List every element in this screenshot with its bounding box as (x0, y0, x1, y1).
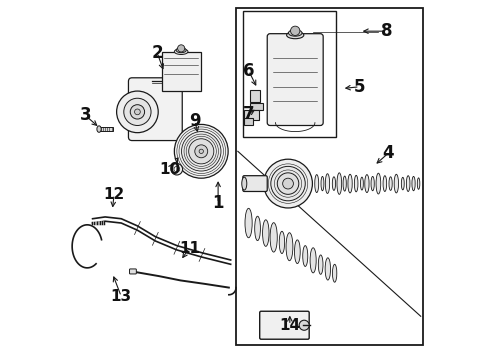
Circle shape (181, 132, 221, 171)
FancyBboxPatch shape (162, 52, 201, 91)
Ellipse shape (310, 248, 316, 273)
FancyBboxPatch shape (244, 118, 253, 125)
Text: 3: 3 (79, 107, 91, 125)
Text: 9: 9 (189, 112, 200, 130)
Ellipse shape (417, 178, 420, 189)
FancyBboxPatch shape (267, 34, 323, 126)
Bar (243, 12, 337, 137)
Ellipse shape (394, 174, 398, 193)
Circle shape (130, 105, 145, 119)
Bar (100, 127, 113, 131)
Text: 11: 11 (179, 240, 200, 256)
Ellipse shape (287, 32, 304, 39)
Circle shape (199, 149, 203, 153)
Circle shape (195, 145, 208, 158)
Ellipse shape (303, 246, 308, 266)
Circle shape (171, 163, 183, 175)
Circle shape (283, 178, 294, 189)
FancyBboxPatch shape (244, 111, 259, 120)
Ellipse shape (97, 126, 101, 132)
Ellipse shape (325, 258, 331, 280)
Ellipse shape (343, 176, 346, 191)
Ellipse shape (337, 173, 342, 194)
Circle shape (271, 166, 305, 201)
Circle shape (277, 173, 299, 194)
FancyBboxPatch shape (243, 176, 267, 192)
Circle shape (299, 320, 309, 330)
FancyBboxPatch shape (260, 311, 309, 339)
Ellipse shape (245, 208, 252, 238)
Text: 2: 2 (151, 44, 163, 62)
Ellipse shape (263, 220, 269, 246)
Circle shape (124, 98, 151, 126)
Ellipse shape (270, 223, 277, 252)
Text: 14: 14 (279, 318, 300, 333)
Text: 13: 13 (111, 289, 132, 304)
Ellipse shape (174, 49, 188, 54)
Circle shape (135, 109, 140, 115)
Ellipse shape (325, 174, 330, 193)
Text: 8: 8 (381, 22, 392, 40)
Text: 10: 10 (159, 162, 180, 177)
Ellipse shape (332, 177, 336, 190)
Ellipse shape (315, 175, 318, 193)
Ellipse shape (289, 30, 302, 36)
FancyBboxPatch shape (250, 90, 260, 102)
Ellipse shape (365, 175, 369, 193)
Ellipse shape (389, 177, 392, 190)
Text: 12: 12 (103, 187, 125, 202)
Circle shape (189, 139, 214, 164)
Ellipse shape (318, 255, 323, 274)
Ellipse shape (354, 175, 358, 192)
Circle shape (177, 45, 185, 52)
FancyBboxPatch shape (128, 78, 182, 140)
Circle shape (291, 26, 300, 36)
Ellipse shape (348, 174, 352, 193)
Circle shape (264, 159, 313, 208)
Ellipse shape (376, 173, 381, 194)
Ellipse shape (333, 264, 337, 282)
Ellipse shape (361, 177, 364, 190)
Ellipse shape (242, 177, 247, 190)
Ellipse shape (383, 176, 387, 192)
Text: 4: 4 (383, 144, 394, 162)
Ellipse shape (401, 177, 404, 190)
Ellipse shape (279, 231, 285, 253)
Ellipse shape (176, 48, 186, 53)
Circle shape (174, 166, 180, 172)
Text: 7: 7 (243, 105, 254, 123)
Ellipse shape (371, 176, 374, 191)
Text: 6: 6 (243, 62, 254, 80)
Circle shape (174, 125, 228, 178)
Ellipse shape (412, 176, 415, 191)
Text: 1: 1 (212, 194, 224, 212)
FancyBboxPatch shape (129, 269, 136, 274)
Text: 5: 5 (354, 78, 366, 96)
Ellipse shape (294, 240, 300, 264)
Circle shape (117, 91, 158, 133)
Ellipse shape (255, 216, 260, 240)
Ellipse shape (321, 176, 324, 191)
Ellipse shape (286, 233, 293, 261)
Ellipse shape (406, 176, 410, 192)
Bar (236, 8, 422, 345)
FancyBboxPatch shape (250, 103, 263, 111)
